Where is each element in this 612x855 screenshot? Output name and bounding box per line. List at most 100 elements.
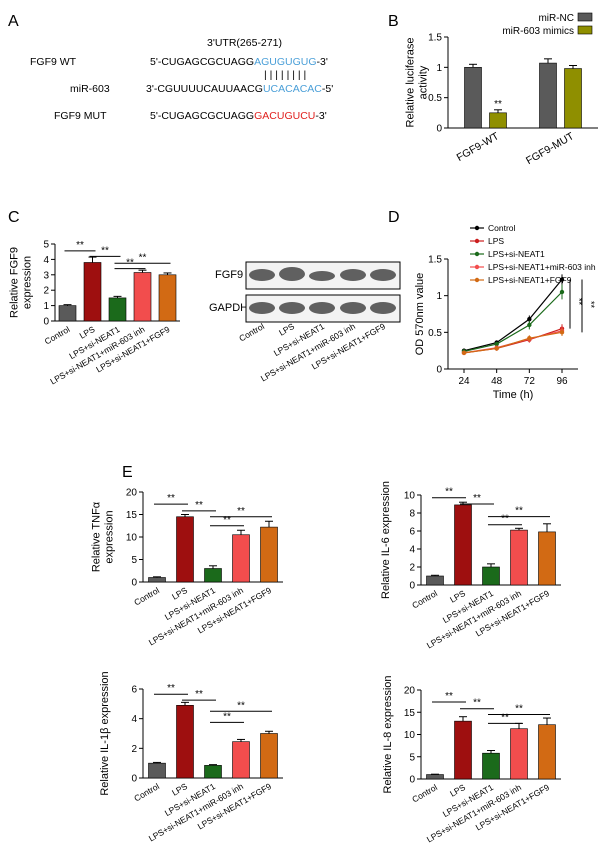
y-tick-label: 0.5 xyxy=(428,328,442,339)
bar xyxy=(464,67,482,129)
significance-label: ** xyxy=(195,689,203,700)
y-axis-label: Relative IL-1β expression xyxy=(99,671,111,795)
blot-band xyxy=(370,269,396,281)
bar xyxy=(176,516,194,583)
seq-suffix: -5' xyxy=(322,83,333,95)
y-tick-label: 3 xyxy=(43,270,49,281)
blot-band xyxy=(279,302,305,314)
significance-label: ** xyxy=(473,493,481,504)
legend-label: Control xyxy=(488,223,516,233)
x-tick-label: FGF9-WT xyxy=(455,130,502,164)
seq-prefix: 5'-CUGAGCGCUAGG xyxy=(150,110,254,122)
bar xyxy=(204,765,222,779)
legend-marker xyxy=(474,277,480,283)
bar xyxy=(510,529,528,586)
blot-band xyxy=(370,302,396,314)
y-tick-label: 6 xyxy=(131,685,137,696)
legend-label: LPS+si-NEAT1+miR-603 inh xyxy=(488,262,596,272)
panel-label-c: C xyxy=(8,209,20,226)
data-point xyxy=(494,346,499,351)
legend-label: LPS+si-NEAT1+FGF9 xyxy=(488,275,572,285)
seq-suffix: -3' xyxy=(315,110,326,122)
bar xyxy=(539,62,557,129)
blot-band xyxy=(340,269,366,281)
bar xyxy=(204,568,222,583)
significance-label: ** xyxy=(167,493,175,504)
significance-label: ** xyxy=(445,691,453,702)
x-tick-label: FGF9-MUT xyxy=(524,130,576,167)
data-point xyxy=(559,277,565,282)
seq-highlight: GACUGUCU xyxy=(254,110,315,122)
y-axis-label: Relative IL-6 expression xyxy=(380,481,392,599)
significance-label: ** xyxy=(167,683,175,694)
y-axis-label-line: activity xyxy=(418,65,430,99)
significance-label: ** xyxy=(473,698,481,709)
line-chart-D: 0 0.5 1 1.5 24 48 72 96 Time (h) OD 570nm value **… xyxy=(414,223,596,401)
x-tick-label: 24 xyxy=(458,376,470,387)
y-axis-label-line: expression xyxy=(22,256,34,309)
significance-label: ** xyxy=(139,252,147,263)
y-axis-label-line: Relative IL-1β expression xyxy=(99,671,111,795)
y-axis-label-line: Relative TNFα xyxy=(91,501,103,572)
significance-label: ** xyxy=(445,487,453,498)
y-tick-label: 0.5 xyxy=(428,93,442,104)
western-blot: FGF9 GAPDH Control LPS LPS+si-NEAT1 LPS+… xyxy=(209,261,401,384)
seq-row: 3'-CGUUUUCAUUAACGUCACACAC-5' xyxy=(146,83,333,95)
y-tick-label: 0 xyxy=(436,365,442,376)
blot-band xyxy=(279,267,305,281)
blot-row-label: GAPDH xyxy=(209,302,248,314)
seq-row-label: FGF9 MUT xyxy=(54,110,107,122)
legend-label: miR-603 mimics xyxy=(502,26,574,37)
bar xyxy=(426,575,444,586)
y-tick-label: 1.5 xyxy=(428,33,442,44)
blot-band xyxy=(340,302,366,314)
bar xyxy=(58,305,77,322)
y-tick-label: 0 xyxy=(131,578,137,589)
bar xyxy=(426,774,444,780)
y-tick-label: 15 xyxy=(404,708,416,719)
blot-band xyxy=(249,302,275,314)
seq-row-label: miR-603 xyxy=(70,83,110,95)
blot-band xyxy=(249,269,275,281)
significance-label: ** xyxy=(223,515,231,526)
pairing-lines: | | | | | | | | xyxy=(264,69,306,81)
y-tick-label: 0 xyxy=(131,774,137,785)
bar xyxy=(232,534,250,583)
bar xyxy=(133,272,152,322)
significance-label: ** xyxy=(515,703,523,714)
utr-label: 3'UTR(265-271) xyxy=(207,37,282,49)
significance-label: ** xyxy=(501,712,509,723)
panel-label-a: A xyxy=(8,13,19,30)
significance-label: ** xyxy=(126,258,134,269)
seq-row: 5'-CUGAGCGCUAGGAGUGUGUG-3' xyxy=(150,56,328,68)
seq-highlight: UCACACAC xyxy=(263,83,322,95)
panel-label-b: B xyxy=(388,13,399,30)
seq-prefix: 5'-CUGAGCGCUAGG xyxy=(150,56,254,68)
y-tick-label: 1 xyxy=(436,63,442,74)
bar xyxy=(148,577,166,583)
y-tick-label: 0 xyxy=(436,124,442,135)
data-point xyxy=(527,336,532,341)
blot-bands xyxy=(249,267,396,314)
data-point xyxy=(527,322,532,328)
series-line xyxy=(463,279,563,352)
seq-prefix: 3'-CGUUUUCAUUAACG xyxy=(146,83,263,95)
y-tick-label: 1 xyxy=(436,291,442,302)
bar xyxy=(232,741,250,779)
bar xyxy=(260,733,278,779)
seq-suffix: -3' xyxy=(317,56,328,68)
y-axis-label-line: Relative IL-8 expression xyxy=(382,675,394,793)
bar xyxy=(454,504,472,586)
data-point xyxy=(461,350,467,356)
bar xyxy=(158,274,177,322)
y-axis-label: Relative FGF9expression xyxy=(9,247,34,318)
significance-label: ** xyxy=(101,245,109,256)
legend-swatch xyxy=(577,12,593,22)
legend-swatch xyxy=(577,25,593,35)
bar xyxy=(83,262,102,322)
significance-label: ** xyxy=(494,99,502,110)
charts-layer: 0 0.5 1 1.5 ** FGF9-WT FGF9-MUT Relative lucife… xyxy=(9,12,598,845)
